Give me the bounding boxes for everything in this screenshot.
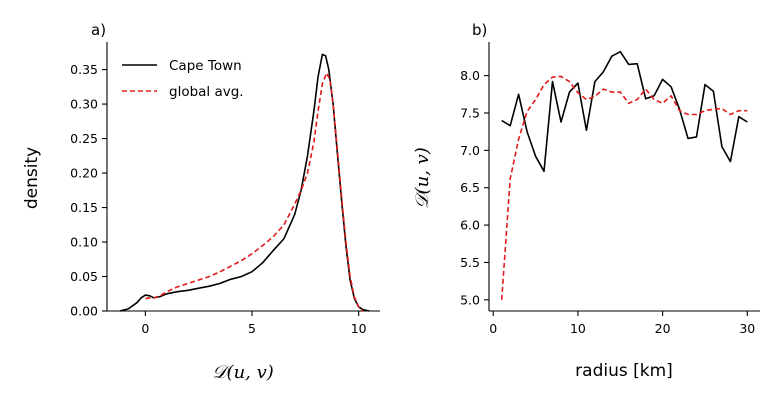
panel-b-y-axis-label: 𝒟(u, v) xyxy=(412,147,433,209)
panel-b-radius-plot: b) 0 10 20 30 5.0 5.5 6.0 6.5 7.0 7.5 8.0 radius … xyxy=(412,21,760,381)
panel-b-label: b) xyxy=(472,21,487,39)
panel-b-y-tick-label-2: 6.0 xyxy=(460,218,480,233)
panel-b-y-tick-label-1: 5.5 xyxy=(460,255,480,270)
panel-b-series-global-avg xyxy=(500,75,748,300)
panel-a-x-axis-label: 𝒟(u, v) xyxy=(212,362,274,383)
panel-b-y-tick-label-6: 8.0 xyxy=(460,68,480,83)
panel-a-series-global-avg xyxy=(145,72,364,312)
panel-a-y-axis-label: density xyxy=(22,147,42,209)
panel-a-y-ticks: 0.00 0.05 0.10 0.15 0.20 0.25 0.30 0.35 xyxy=(70,62,107,319)
panel-b-y-ticks: 5.0 5.5 6.0 6.5 7.0 7.5 8.0 xyxy=(460,68,489,307)
panel-a-x-ticks: 0 5 10 xyxy=(141,311,367,336)
panel-a-x-tick-label-2: 10 xyxy=(351,321,367,336)
panel-a-series xyxy=(119,53,370,312)
panel-a-density-plot: a) 0 5 10 0.00 0.05 0.10 0.15 0.20 0.25 0.30 0.35… xyxy=(22,21,380,383)
panel-b-y-tick-label-4: 7.0 xyxy=(460,143,480,158)
panel-b-x-axis-label: radius [km] xyxy=(575,361,673,381)
panel-b-x-ticks: 0 10 20 30 xyxy=(489,311,755,336)
panel-a-label: a) xyxy=(91,21,106,39)
panel-a-y-tick-label-4: 0.20 xyxy=(70,166,98,181)
legend-label-cape-town: Cape Town xyxy=(169,58,242,74)
panel-a-y-tick-label-2: 0.10 xyxy=(70,235,98,250)
panel-b-x-tick-label-0: 0 xyxy=(489,321,497,336)
panel-b-series xyxy=(500,50,748,300)
panel-b-y-tick-label-5: 7.5 xyxy=(460,105,480,120)
panel-a-x-tick-label-1: 5 xyxy=(248,321,256,336)
legend: Cape Town global avg. xyxy=(122,58,244,100)
panel-a-x-tick-label-0: 0 xyxy=(141,321,149,336)
panel-a-y-tick-label-7: 0.35 xyxy=(70,62,98,77)
panel-b-y-tick-label-0: 5.0 xyxy=(460,292,480,307)
panel-a-y-tick-label-0: 0.00 xyxy=(70,304,98,319)
legend-label-global-avg: global avg. xyxy=(169,84,244,100)
panel-a-y-tick-label-3: 0.15 xyxy=(70,200,98,215)
panel-b-series-cape-town xyxy=(501,50,748,173)
panel-b-x-tick-label-2: 20 xyxy=(655,321,671,336)
panel-a-y-tick-label-5: 0.25 xyxy=(70,131,98,146)
panel-a-y-tick-label-6: 0.30 xyxy=(70,97,98,112)
panel-b-x-tick-label-3: 30 xyxy=(739,321,755,336)
panel-b-y-tick-label-3: 6.5 xyxy=(460,180,480,195)
panel-a-y-tick-label-1: 0.05 xyxy=(70,269,98,284)
panel-b-x-tick-label-1: 10 xyxy=(570,321,586,336)
